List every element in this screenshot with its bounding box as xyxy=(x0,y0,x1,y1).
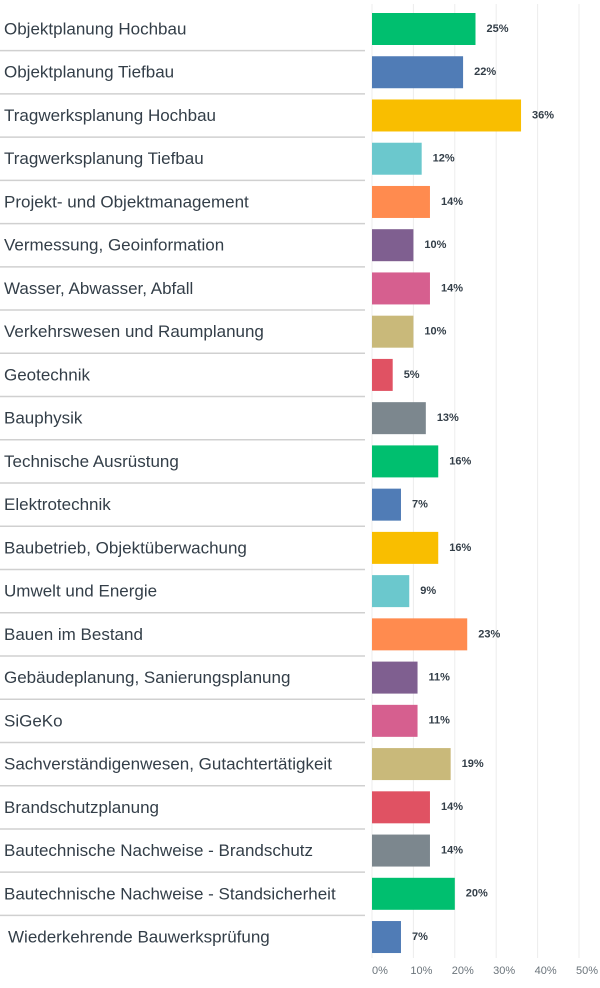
value-label: 16% xyxy=(449,455,471,467)
category-label: Bautechnische Nachweise - Standsicherhei… xyxy=(4,884,336,903)
category-label: Bautechnische Nachweise - Brandschutz xyxy=(4,841,313,860)
value-label: 7% xyxy=(412,931,428,943)
value-label: 22% xyxy=(474,66,496,78)
value-label: 11% xyxy=(429,672,451,684)
category-label: Elektrotechnik xyxy=(4,495,111,514)
bar xyxy=(372,315,414,348)
category-label: Gebäudeplanung, Sanierungsplanung xyxy=(4,668,290,687)
bar xyxy=(372,488,401,521)
value-label: 10% xyxy=(424,239,446,251)
bar xyxy=(372,791,430,824)
category-label: Projekt- und Objektmanagement xyxy=(4,192,249,211)
value-label: 13% xyxy=(437,412,459,424)
x-tick-label: 20% xyxy=(452,965,474,977)
category-label: Vermessung, Geoinformation xyxy=(4,236,224,255)
bar xyxy=(372,142,422,175)
value-label: 11% xyxy=(429,715,451,727)
category-label: Brandschutzplanung xyxy=(4,798,159,817)
value-label: 25% xyxy=(487,23,509,35)
value-label: 14% xyxy=(441,844,463,856)
category-label: Wiederkehrende Bauwerksprüfung xyxy=(8,928,270,947)
bar xyxy=(372,877,455,910)
value-label: 12% xyxy=(433,153,455,165)
bar xyxy=(372,661,418,694)
category-label: Bauphysik xyxy=(4,409,83,428)
x-tick-label: 40% xyxy=(535,965,557,977)
bar xyxy=(372,531,439,564)
x-tick-label: 50% xyxy=(576,965,598,977)
bar xyxy=(372,402,426,435)
x-tick-label: 0% xyxy=(372,965,388,977)
category-label: Technische Ausrüstung xyxy=(4,452,179,471)
bar xyxy=(372,13,476,45)
bar xyxy=(372,704,418,737)
bar xyxy=(372,56,464,89)
value-label: 19% xyxy=(462,758,484,770)
category-label: Sachverständigenwesen, Gutachtertätigkei… xyxy=(4,755,332,774)
category-label: SiGeKo xyxy=(4,711,63,730)
x-tick-label: 10% xyxy=(410,965,432,977)
category-label: Tragwerksplanung Hochbau xyxy=(4,106,216,125)
category-label: Bauen im Bestand xyxy=(4,625,143,644)
value-label: 14% xyxy=(441,196,463,208)
bar xyxy=(372,834,430,867)
value-label: 14% xyxy=(441,801,463,813)
bar xyxy=(372,272,430,305)
category-label: Umwelt und Energie xyxy=(4,582,157,601)
value-label: 23% xyxy=(478,628,500,640)
bar xyxy=(372,921,401,954)
bar xyxy=(372,748,451,781)
category-label: Baubetrieb, Objektüberwachung xyxy=(4,538,247,557)
category-label: Geotechnik xyxy=(4,365,90,384)
category-label: Objektplanung Hochbau xyxy=(4,19,186,38)
category-label: Tragwerksplanung Tiefbau xyxy=(4,149,204,168)
category-label: Verkehrswesen und Raumplanung xyxy=(4,322,264,341)
x-tick-label: 30% xyxy=(493,965,515,977)
value-label: 5% xyxy=(404,369,420,381)
bar xyxy=(372,445,439,478)
bar xyxy=(372,185,430,218)
value-label: 36% xyxy=(532,109,554,121)
category-label: Objektplanung Tiefbau xyxy=(4,63,174,82)
value-label: 9% xyxy=(420,585,436,597)
value-label: 7% xyxy=(412,499,428,511)
bar xyxy=(372,618,468,651)
value-label: 14% xyxy=(441,282,463,294)
bar xyxy=(372,99,522,132)
value-label: 20% xyxy=(466,888,488,900)
value-label: 10% xyxy=(424,326,446,338)
bar xyxy=(372,575,410,608)
bar xyxy=(372,358,393,391)
value-label: 16% xyxy=(449,542,471,554)
bar xyxy=(372,229,414,262)
category-label: Wasser, Abwasser, Abfall xyxy=(4,279,193,298)
